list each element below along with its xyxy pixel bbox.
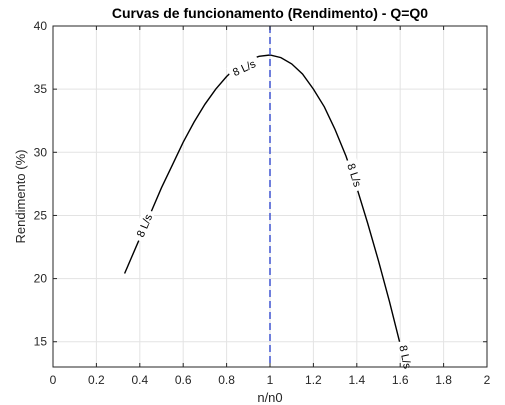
x-tick-label: 1.2 [305,373,322,387]
y-tick-label: 35 [34,82,48,96]
x-tick-label: 0.6 [175,373,192,387]
series-layer [123,54,405,360]
contour-labels: 8 L/s8 L/s8 L/s8 L/s [131,54,416,374]
y-tick-label: 20 [34,272,48,286]
contour-label-mask [226,54,261,79]
x-tick-label: 0.2 [88,373,105,387]
x-tick-label: 1 [267,373,274,387]
axis-ticks: 0 0.2 0.4 0.6 0.8 1 1.2 1.4 1.6 1.8 2 15 20 25 30 35 40 [34,19,491,387]
y-tick-label: 15 [34,335,48,349]
x-tick-label: 0 [50,373,57,387]
efficiency-curve [123,54,405,360]
contour-label-mask [131,208,155,243]
x-tick-label: 1.8 [435,373,452,387]
y-tick-label: 30 [34,145,48,159]
x-tick-label: 1.6 [392,373,409,387]
x-axis-label: n/n0 [257,390,282,405]
x-tick-label: 2 [484,373,491,387]
contour-label-mask [397,339,416,374]
x-tick-label: 0.8 [218,373,235,387]
x-tick-label: 1.4 [348,373,365,387]
y-tick-label: 25 [34,208,48,222]
contour-label-mask [344,157,367,192]
chart-title: Curvas de funcionamento (Rendimento) - Q… [112,5,428,21]
y-axis-label: Rendimento (%) [13,150,28,244]
y-tick-label: 40 [34,19,48,33]
x-tick-label: 0.4 [131,373,148,387]
